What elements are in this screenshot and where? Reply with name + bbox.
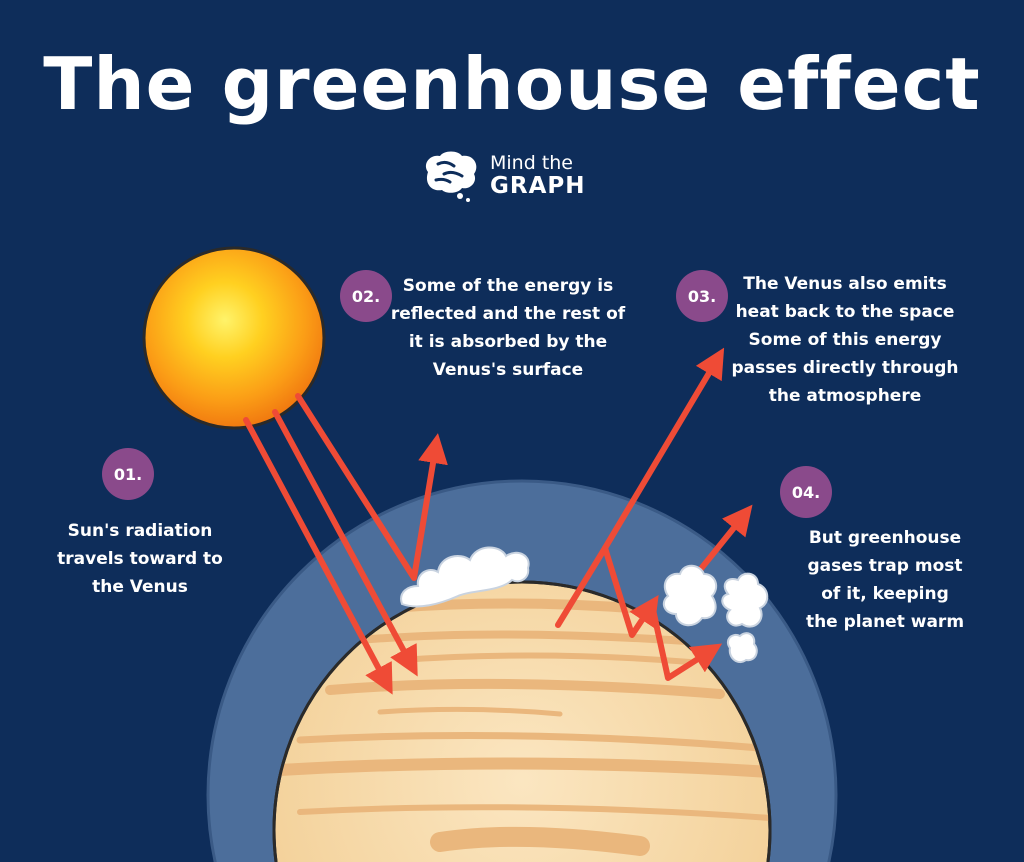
brand-line-1: Mind the [490, 151, 573, 174]
step-03-line: Some of this energy [748, 330, 942, 350]
step-02-line: Venus's surface [432, 360, 584, 380]
step-01-text: Sun's radiation travels toward to the Ve… [40, 517, 240, 601]
step-04-line: the planet warm [805, 612, 965, 632]
step-03-line: the atmosphere [768, 386, 922, 406]
step-04-badge: 04. [780, 466, 832, 518]
brain-icon [425, 151, 477, 202]
brand-line-2: GRAPH [490, 172, 586, 199]
step-04-line: But greenhouse [808, 528, 962, 548]
step-04-line: of it, keeping [821, 584, 949, 604]
cloud-4 [726, 632, 758, 664]
step-03-badge: 03. [676, 270, 728, 322]
step-03-line: The Venus also emits [743, 274, 947, 294]
brand-logo: Mind the GRAPH [420, 150, 586, 202]
step-03-line: heat back to the space [735, 302, 955, 322]
arrow-sun-radiation-2 [272, 409, 418, 677]
step-02-line: Some of the energy is [402, 276, 614, 296]
arrow-sun-radiation-1 [243, 417, 393, 695]
cloud-2 [662, 564, 718, 627]
arrow-reflected [295, 393, 448, 581]
step-01-line: Sun's radiation [67, 521, 213, 541]
step-01-line: the Venus [92, 577, 188, 597]
sun [142, 246, 326, 430]
brand-name: Mind the GRAPH [490, 153, 586, 199]
step-02-line: reflected and the rest of [390, 304, 626, 324]
page-title: The greenhouse effect [43, 42, 981, 126]
cloud-3 [721, 572, 769, 628]
step-02-line: it is absorbed by the [408, 332, 608, 352]
step-01-badge: 01. [102, 448, 154, 500]
step-02-badge: 02. [340, 270, 392, 322]
step-01-line: travels toward to [57, 549, 223, 569]
arrow-trapped-1 [602, 545, 659, 638]
arrow-trapped-2 [649, 602, 723, 681]
step-02-text: Some of the energy is reflected and the … [388, 272, 628, 384]
cloud-1 [400, 546, 530, 608]
arrow-trapped-3 [697, 504, 753, 573]
step-04-line: gases trap most [807, 556, 963, 576]
step-03-text: The Venus also emits heat back to the sp… [725, 270, 965, 410]
step-04-text: But greenhouse gases trap most of it, ke… [795, 524, 975, 636]
step-03-line: passes directly through [731, 358, 959, 378]
